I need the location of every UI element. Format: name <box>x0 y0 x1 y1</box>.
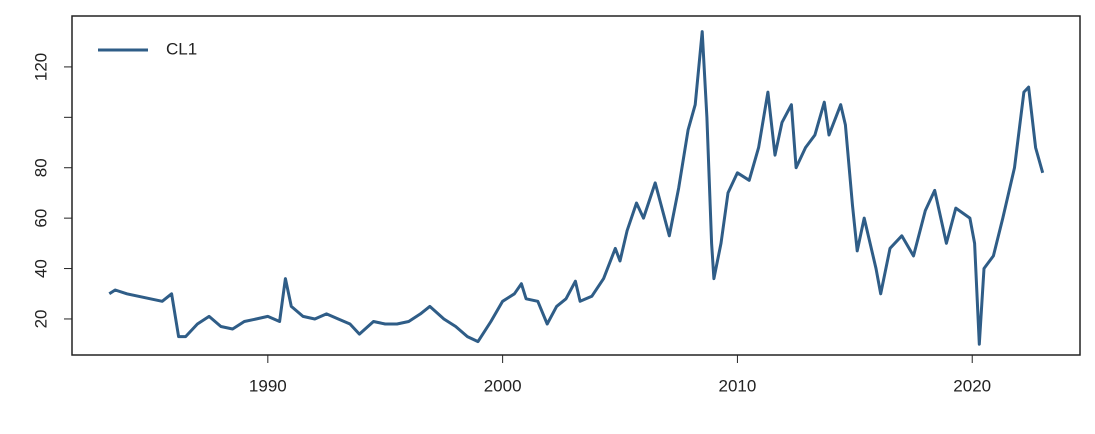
legend-label: CL1 <box>166 39 197 58</box>
x-tick-label: 2000 <box>484 376 522 395</box>
y-tick-label: 40 <box>31 259 50 278</box>
x-tick-label: 1990 <box>249 376 287 395</box>
y-tick-label: 120 <box>31 53 50 81</box>
y-tick-label: 60 <box>31 209 50 228</box>
x-tick-label: 2010 <box>719 376 757 395</box>
plot-frame <box>71 15 1081 356</box>
data-line <box>108 30 1045 346</box>
y-tick-label: 80 <box>31 158 50 177</box>
x-tick-label: 2020 <box>953 376 991 395</box>
y-tick-label: 20 <box>31 309 50 328</box>
